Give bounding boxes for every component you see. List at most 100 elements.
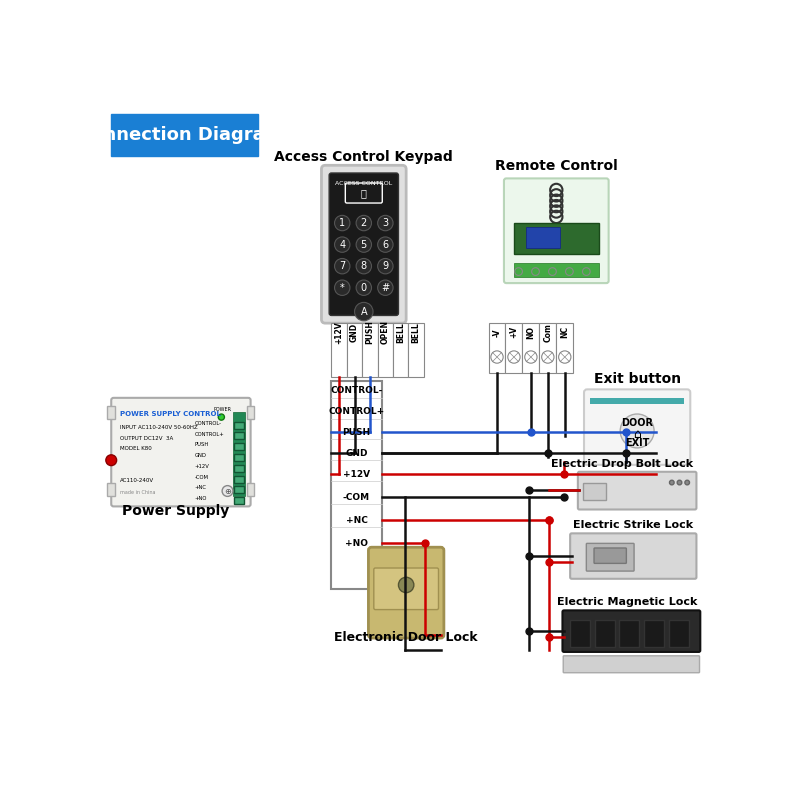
Bar: [107, 482, 115, 496]
Circle shape: [620, 414, 654, 448]
Text: GND: GND: [346, 449, 368, 458]
FancyBboxPatch shape: [586, 543, 634, 571]
Text: 8: 8: [361, 261, 367, 271]
Bar: [393, 323, 409, 377]
Text: 2: 2: [361, 218, 367, 228]
Text: ⌂: ⌂: [634, 427, 641, 441]
Bar: [234, 422, 244, 429]
Text: *: *: [340, 282, 345, 293]
Bar: [331, 381, 382, 589]
Text: PUSH: PUSH: [194, 442, 209, 447]
Text: MODEL K80: MODEL K80: [120, 446, 151, 451]
FancyBboxPatch shape: [111, 114, 258, 156]
Bar: [594, 619, 615, 647]
Circle shape: [334, 237, 350, 252]
FancyBboxPatch shape: [563, 656, 699, 673]
Text: OPEN: OPEN: [381, 320, 390, 344]
Text: GND: GND: [194, 453, 206, 458]
Text: Access Control Keypad: Access Control Keypad: [274, 150, 453, 164]
Bar: [514, 263, 598, 277]
Text: NO: NO: [526, 326, 535, 339]
Bar: [669, 619, 689, 647]
Bar: [526, 227, 560, 249]
Text: 9: 9: [382, 261, 389, 271]
Text: +12V: +12V: [343, 470, 370, 478]
Text: +12V: +12V: [334, 321, 344, 344]
Text: Electronic Door Lock: Electronic Door Lock: [334, 631, 478, 644]
Text: 📶: 📶: [361, 188, 366, 198]
Text: POWER: POWER: [214, 407, 232, 412]
FancyBboxPatch shape: [329, 173, 398, 315]
Text: GND: GND: [350, 323, 359, 342]
Text: ⊕: ⊕: [224, 486, 231, 495]
Bar: [234, 497, 244, 504]
Text: Com: Com: [543, 323, 552, 342]
Bar: [234, 476, 244, 482]
Bar: [514, 223, 598, 254]
Text: +NC: +NC: [194, 486, 206, 490]
Text: -V: -V: [493, 328, 502, 337]
Circle shape: [685, 480, 690, 485]
Text: OUTPUT DC12V  3A: OUTPUT DC12V 3A: [120, 436, 173, 441]
Circle shape: [222, 486, 233, 496]
Text: Electric Magnetic Lock: Electric Magnetic Lock: [557, 598, 698, 607]
Circle shape: [677, 480, 682, 485]
Text: A: A: [361, 306, 367, 317]
Bar: [506, 323, 522, 373]
Bar: [489, 323, 506, 373]
FancyBboxPatch shape: [570, 534, 697, 578]
Text: +NO: +NO: [194, 496, 206, 502]
Text: 5: 5: [361, 240, 367, 250]
Text: 7: 7: [339, 261, 346, 271]
Bar: [362, 323, 378, 377]
Bar: [583, 483, 606, 500]
Text: CONTROL-: CONTROL-: [194, 421, 222, 426]
Text: 6: 6: [382, 240, 389, 250]
Bar: [234, 443, 244, 450]
Bar: [409, 323, 424, 377]
FancyBboxPatch shape: [374, 568, 438, 610]
Text: Connection Diagram:: Connection Diagram:: [78, 126, 290, 143]
Bar: [644, 619, 664, 647]
FancyBboxPatch shape: [562, 610, 700, 652]
Text: CONTROL-: CONTROL-: [330, 386, 382, 395]
Bar: [234, 433, 244, 439]
Text: Exit button: Exit button: [594, 372, 681, 386]
Circle shape: [356, 280, 371, 295]
Text: +NO: +NO: [345, 539, 368, 548]
Text: DOOR: DOOR: [621, 418, 653, 428]
Text: INPUT AC110-240V 50-60HZ: INPUT AC110-240V 50-60HZ: [120, 425, 198, 430]
Text: +12V: +12V: [194, 464, 210, 469]
Bar: [234, 454, 244, 461]
Text: +V: +V: [510, 326, 518, 338]
Bar: [347, 323, 362, 377]
FancyBboxPatch shape: [322, 166, 406, 323]
Bar: [619, 619, 639, 647]
Text: made in China: made in China: [120, 490, 155, 495]
Text: -COM: -COM: [343, 493, 370, 502]
FancyBboxPatch shape: [578, 472, 697, 510]
Text: AC110-240V: AC110-240V: [120, 478, 154, 483]
FancyBboxPatch shape: [594, 548, 626, 563]
Circle shape: [356, 258, 371, 274]
Text: BELL: BELL: [412, 322, 421, 342]
Text: 1: 1: [339, 218, 346, 228]
Text: 3: 3: [382, 218, 389, 228]
Circle shape: [378, 215, 393, 230]
Text: POWER SUPPLY CONTROL: POWER SUPPLY CONTROL: [120, 411, 221, 417]
Bar: [107, 406, 115, 419]
Circle shape: [334, 258, 350, 274]
Text: Remote Control: Remote Control: [495, 159, 618, 173]
Text: 4: 4: [339, 240, 346, 250]
Text: CONTROL+: CONTROL+: [328, 407, 385, 416]
Circle shape: [106, 455, 117, 466]
Bar: [234, 486, 244, 494]
Bar: [539, 323, 556, 373]
Bar: [234, 465, 244, 472]
Circle shape: [398, 578, 414, 593]
Bar: [246, 406, 254, 419]
Bar: [246, 482, 254, 496]
Circle shape: [378, 258, 393, 274]
FancyBboxPatch shape: [584, 390, 690, 465]
FancyBboxPatch shape: [111, 398, 250, 506]
